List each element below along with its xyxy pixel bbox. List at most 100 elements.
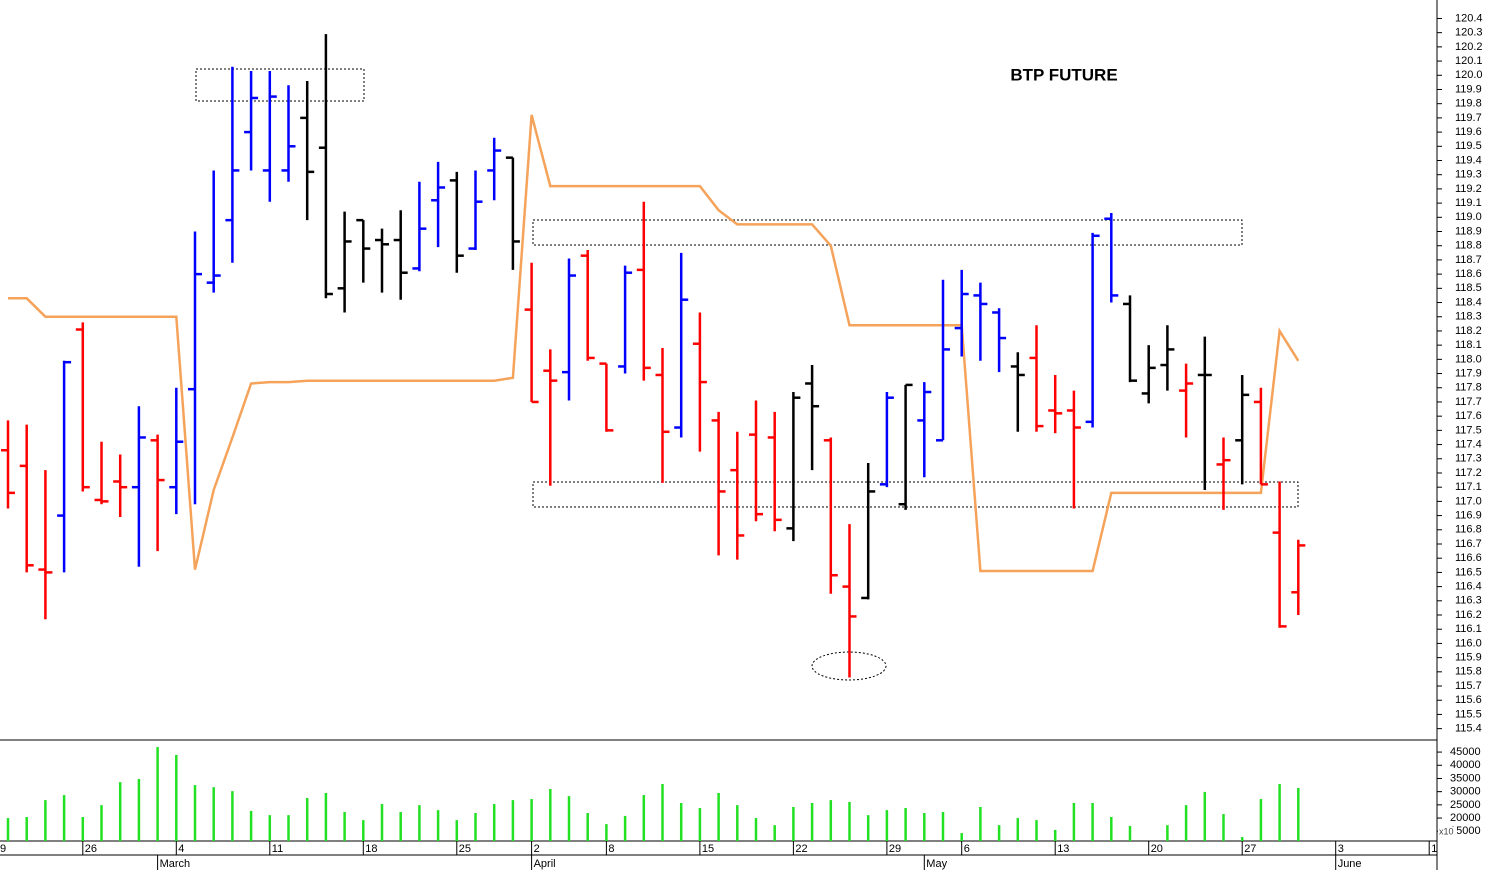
volume-bar <box>642 795 646 841</box>
axis-note-background <box>1438 827 1457 837</box>
volume-bar <box>436 810 440 841</box>
y-tick-label: 119.0 <box>1455 211 1482 223</box>
x-tick-label: 20 <box>1151 843 1163 855</box>
volume-bar <box>81 816 85 841</box>
x-tick-label: 3 <box>1338 843 1344 855</box>
y-tick-label: 116.4 <box>1455 581 1482 593</box>
x-tick-label: 18 <box>365 843 377 855</box>
volume-bar <box>249 810 253 841</box>
x-tick-label: 27 <box>1244 843 1256 855</box>
x-tick-label: 9 <box>0 843 6 855</box>
volume-bar <box>212 787 215 841</box>
x-tick-label: 22 <box>795 843 807 855</box>
x-tick-label: 26 <box>85 843 97 855</box>
volume-bar <box>605 824 608 841</box>
volume-bar <box>343 811 346 841</box>
volume-bar <box>305 797 309 841</box>
y-tick-label: 117.2 <box>1455 467 1482 479</box>
volume-bar <box>511 800 515 841</box>
annotation-box <box>532 219 1243 246</box>
volume-tick-label: 35000 <box>1450 772 1481 784</box>
y-tick-label: 116.7 <box>1455 538 1482 550</box>
y-tick-label: 117.3 <box>1455 453 1482 465</box>
volume-bar <box>549 789 552 841</box>
volume-bar <box>474 813 477 841</box>
y-tick-label: 119.1 <box>1455 197 1482 209</box>
y-tick-label: 116.5 <box>1455 566 1482 578</box>
month-label: March <box>160 858 191 870</box>
volume-bar <box>137 778 141 841</box>
volume-bar <box>623 815 627 841</box>
y-tick-label: 120.1 <box>1455 55 1483 67</box>
y-tick-label: 120.3 <box>1455 27 1483 39</box>
volume-bar <box>661 784 664 841</box>
volume-bar <box>418 805 421 841</box>
volume-bar <box>1110 816 1113 841</box>
month-label: May <box>926 858 947 870</box>
volume-bar <box>44 800 47 841</box>
y-tick-label: 115.5 <box>1455 708 1482 720</box>
volume-tick-label: 30000 <box>1450 786 1481 798</box>
volume-bar <box>754 818 758 841</box>
y-tick-label: 117.7 <box>1455 396 1482 408</box>
volume-bar <box>455 820 459 841</box>
y-tick-label: 116.8 <box>1455 524 1482 536</box>
x-tick-label: 4 <box>178 843 184 855</box>
y-tick-label: 119.3 <box>1455 169 1482 181</box>
y-tick-label: 115.8 <box>1455 666 1482 678</box>
y-tick-label: 116.9 <box>1455 509 1482 521</box>
x-tick-label: 1 <box>1431 843 1437 855</box>
volume-bar <box>324 792 328 841</box>
volume-bar <box>25 816 28 841</box>
volume-bar <box>698 808 702 841</box>
y-tick-label: 119.2 <box>1455 183 1482 195</box>
volume-bar <box>848 801 851 841</box>
volume-bar <box>736 805 739 841</box>
volume-bar <box>1035 820 1038 841</box>
x-tick-label: 15 <box>702 843 714 855</box>
y-tick-label: 120.0 <box>1455 69 1483 81</box>
y-tick-label: 116.0 <box>1455 637 1482 649</box>
y-tick-label: 116.3 <box>1455 595 1482 607</box>
volume-tick-label: 15000 <box>1450 825 1481 837</box>
volume-bar <box>100 805 103 841</box>
volume-bar <box>287 815 290 841</box>
volume-bar <box>362 820 365 841</box>
annotation-box <box>195 68 365 102</box>
volume-tick-label: 40000 <box>1450 759 1481 771</box>
volume-bar <box>1278 784 1281 841</box>
volume-bar <box>1184 805 1188 841</box>
volume-bar <box>1259 799 1263 841</box>
y-tick-label: 117.0 <box>1455 495 1482 507</box>
x-tick-label: 13 <box>1057 843 1069 855</box>
volume-bar <box>866 815 870 841</box>
volume-bar <box>1128 825 1132 841</box>
volume-bar <box>923 813 926 841</box>
y-tick-label: 118.1 <box>1455 339 1482 351</box>
volume-bar <box>1222 814 1225 841</box>
volume-bar <box>1203 791 1207 841</box>
x-tick-label: 8 <box>608 843 614 855</box>
volume-bar <box>1091 803 1094 841</box>
volume-axis-note: x10 <box>1439 826 1454 836</box>
volume-bar <box>530 799 533 841</box>
x-tick-label: 25 <box>459 843 471 855</box>
volume-bar <box>175 754 178 841</box>
volume-bar <box>1240 837 1244 841</box>
volume-bar <box>1297 787 1300 841</box>
y-tick-label: 117.6 <box>1455 410 1482 422</box>
y-tick-label: 118.4 <box>1455 296 1482 308</box>
y-tick-label: 117.9 <box>1455 367 1482 379</box>
x-tick-label: 29 <box>889 843 901 855</box>
y-tick-label: 117.8 <box>1455 382 1482 394</box>
volume-bar <box>118 782 122 841</box>
chart-title: BTP FUTURE <box>1010 65 1117 84</box>
volume-bar <box>268 815 272 841</box>
volume-bar <box>773 825 776 841</box>
volume-bar <box>62 795 66 841</box>
volume-bar <box>1016 818 1020 841</box>
volume-bar <box>904 808 907 841</box>
volume-bar <box>810 803 814 841</box>
volume-bar <box>1072 803 1076 841</box>
